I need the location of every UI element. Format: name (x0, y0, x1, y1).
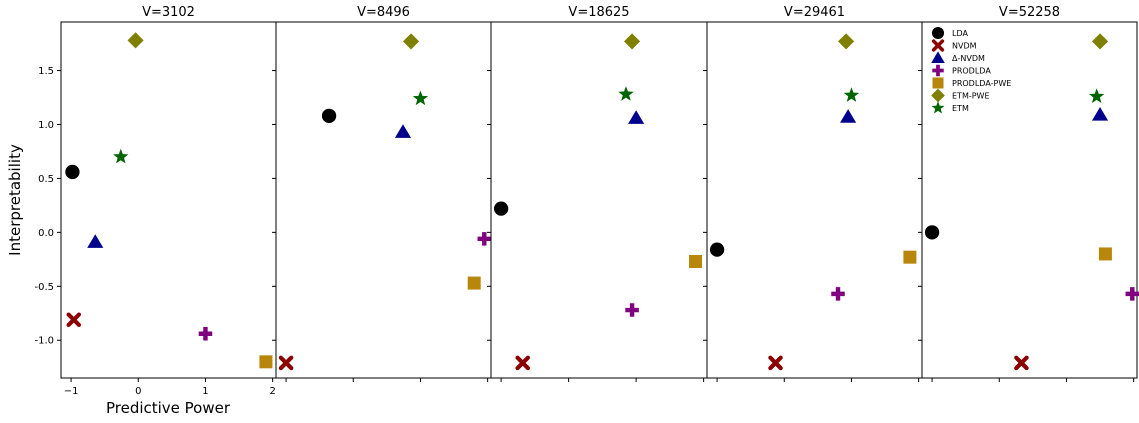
point-star (843, 87, 860, 102)
point-square (1098, 247, 1112, 261)
point-diamond (1091, 33, 1109, 50)
point-x (515, 355, 531, 371)
legend-entry: PRODLDA (932, 64, 991, 77)
legend-marker (932, 77, 944, 89)
panel-2: V=8496 (272, 5, 492, 382)
point-plus (1125, 287, 1139, 301)
legend-label: PRODLDA (952, 67, 991, 76)
panels: V=3102 -1.0 -0.5 0.0 0.5 1.0 1.5 −1 0 1 2 V=8496 V=1… (34, 5, 1139, 397)
point-triangle (840, 109, 857, 123)
y-axis-label: Interpretability (6, 144, 24, 256)
legend-label: ETM-PWE (952, 92, 990, 101)
point-circle (924, 225, 940, 240)
legend-entry: ETM-PWE (931, 88, 990, 103)
panel-frame (275, 21, 492, 379)
point-diamond (838, 33, 855, 50)
panel-title: V=29461 (784, 5, 845, 20)
point-triangle (87, 234, 104, 248)
point-star (618, 86, 634, 101)
point-diamond (127, 32, 144, 49)
point-triangle (1091, 106, 1109, 121)
point-circle (65, 164, 80, 180)
y-tick-label: 0.5 (38, 174, 54, 185)
panel-title: V=8496 (357, 5, 410, 20)
panel-title: V=18625 (568, 5, 629, 20)
point-x (1014, 355, 1029, 371)
point-x (66, 312, 82, 328)
legend-marker (931, 39, 945, 52)
panel-3: V=18625 (487, 5, 708, 382)
legend-label: PRODLDA-PWE (952, 79, 1011, 88)
legend-label: Δ-NVDM (952, 54, 985, 63)
legend-entry: ETM (931, 101, 969, 114)
y-tick-label: 1.0 (38, 120, 54, 131)
x-tick-label: 2 (269, 386, 275, 397)
point-circle (321, 108, 337, 124)
legend-marker (931, 26, 945, 40)
point-star (412, 90, 429, 106)
panel-frame (490, 21, 708, 379)
point-star (113, 148, 129, 164)
point-diamond (624, 33, 641, 50)
legend-marker (931, 88, 945, 103)
legend-marker (931, 101, 945, 114)
point-square (903, 250, 917, 264)
legend-entry: LDA (931, 26, 968, 40)
legend-marker (931, 51, 945, 63)
point-star (1089, 88, 1105, 103)
point-x (278, 355, 294, 371)
point-plus (198, 327, 213, 341)
point-plus (625, 303, 639, 317)
panel-frame (921, 21, 1138, 379)
legend-label: LDA (952, 29, 968, 38)
point-triangle (628, 110, 645, 124)
panel-frame (706, 21, 923, 379)
panel-4: V=29461 (703, 5, 923, 382)
x-axis-label: Predictive Power (106, 399, 231, 417)
point-plus (831, 287, 845, 301)
panel-1: V=3102 -1.0 -0.5 0.0 0.5 1.0 1.5 −1 0 1 2 (34, 5, 277, 397)
legend-label: ETM (952, 104, 969, 113)
point-square (467, 276, 481, 290)
point-plus (477, 232, 492, 246)
legend: LDA NVDM Δ-NVDM PRODLDA PRODLDA-PWE ETM-PWE ET… (931, 26, 1011, 114)
point-square (689, 254, 703, 268)
point-x (768, 355, 783, 371)
legend-entry: Δ-NVDM (931, 51, 985, 63)
point-square (259, 355, 273, 369)
panel-frame (60, 21, 277, 379)
y-tick-label: -0.5 (34, 282, 54, 293)
panel-title: V=52258 (999, 5, 1060, 20)
panel-5: V=52258 (918, 5, 1139, 382)
legend-entry: PRODLDA-PWE (932, 77, 1011, 89)
x-tick-label: 1 (202, 386, 208, 397)
x-tick-label: −1 (64, 386, 79, 397)
x-tick-label: 0 (135, 386, 141, 397)
panel-title: V=3102 (142, 5, 195, 20)
point-circle (493, 201, 509, 216)
y-tick-label: 1.5 (38, 66, 54, 77)
point-triangle (394, 124, 412, 138)
legend-entry: NVDM (931, 39, 977, 52)
point-diamond (402, 33, 420, 50)
legend-marker (932, 64, 944, 77)
point-circle (709, 242, 725, 257)
legend-label: NVDM (952, 42, 977, 51)
y-tick-label: -1.0 (34, 336, 54, 347)
y-tick-label: 0.0 (38, 228, 54, 239)
